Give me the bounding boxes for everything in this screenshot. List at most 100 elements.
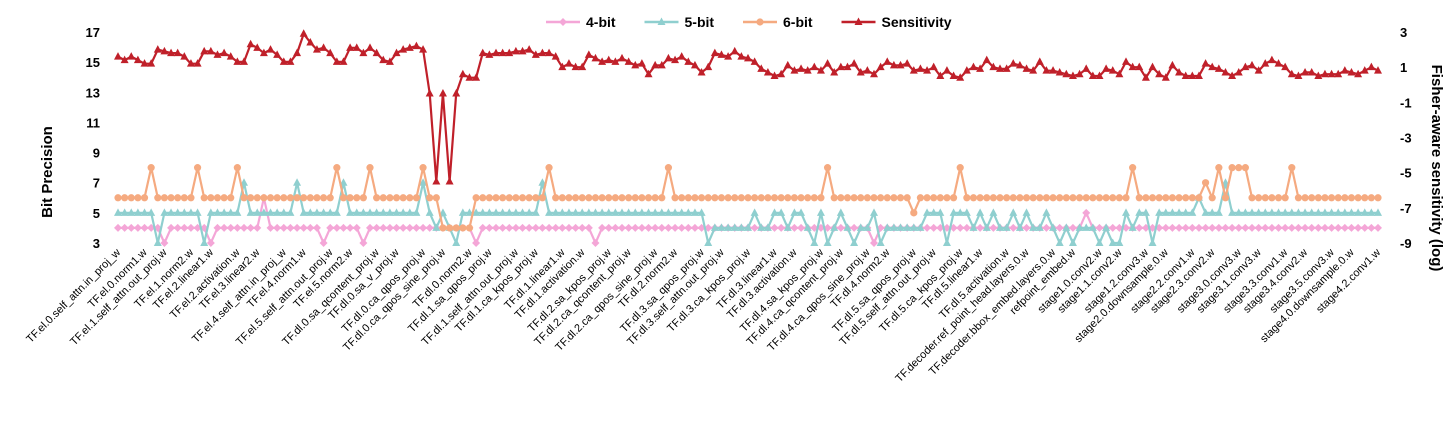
data-point [247, 194, 255, 202]
data-point [379, 55, 388, 64]
data-point [273, 50, 282, 58]
data-point [1188, 71, 1197, 79]
data-point [399, 223, 408, 232]
data-point [273, 208, 282, 216]
data-point [1115, 69, 1124, 78]
data-point [1274, 194, 1283, 202]
data-point [591, 239, 600, 247]
data-point [770, 194, 779, 202]
data-point [1155, 194, 1163, 202]
data-point [671, 223, 680, 232]
data-point [598, 194, 606, 202]
data-point [836, 208, 845, 216]
data-point [1062, 69, 1071, 78]
data-point [929, 62, 938, 71]
data-point [1188, 194, 1196, 202]
legend-swatch-marker [854, 17, 863, 25]
data-point [724, 52, 733, 60]
data-point [777, 223, 786, 232]
data-point [717, 50, 726, 58]
data-point [1334, 194, 1342, 202]
data-point [299, 223, 308, 232]
data-point [591, 53, 600, 62]
data-point [777, 69, 786, 78]
data-point [200, 194, 208, 202]
data-point [996, 223, 1004, 231]
data-point [850, 238, 859, 246]
series-sensitivity [114, 29, 1382, 185]
data-point [671, 194, 679, 202]
data-point [1022, 223, 1031, 232]
data-point [186, 59, 195, 67]
data-point [923, 194, 931, 202]
legend-label: 4-bit [586, 14, 616, 30]
data-point [498, 223, 507, 232]
data-point [339, 194, 348, 202]
data-point [1162, 194, 1170, 202]
data-point [1109, 194, 1117, 202]
data-point [982, 55, 991, 64]
legend-item-5-bit: 5-bit [644, 14, 715, 30]
data-point [591, 194, 600, 202]
data-point [406, 194, 414, 202]
data-point [638, 194, 646, 202]
data-point [598, 57, 607, 65]
data-point [479, 194, 487, 202]
data-point [1274, 208, 1283, 216]
data-point [485, 194, 493, 202]
data-point [346, 194, 354, 202]
data-point [1009, 223, 1018, 232]
data-point [1055, 238, 1064, 246]
data-point [691, 194, 699, 202]
data-point [684, 223, 693, 232]
data-point [512, 194, 520, 202]
legend-item-6-bit: 6-bit [743, 14, 813, 30]
data-point [611, 223, 620, 232]
data-point [1122, 208, 1130, 216]
data-point [1015, 223, 1024, 231]
data-point [724, 223, 733, 231]
data-point [180, 52, 189, 60]
legend-label: 5-bit [685, 14, 715, 30]
data-point [737, 52, 746, 60]
data-point [770, 71, 779, 79]
data-point [379, 194, 387, 202]
data-point [173, 223, 182, 232]
data-point [1029, 194, 1037, 202]
data-point [697, 194, 706, 202]
data-point [233, 208, 242, 216]
data-point [1374, 194, 1382, 202]
data-point [764, 194, 772, 202]
data-point [784, 194, 792, 202]
y-axis-title: Bit Precision [39, 126, 56, 218]
data-point [366, 208, 374, 216]
data-point [850, 194, 858, 202]
data-point [1367, 208, 1376, 216]
data-point [1049, 194, 1057, 202]
data-point [478, 223, 487, 232]
data-point [472, 208, 481, 216]
data-point [956, 164, 964, 172]
data-point [332, 223, 341, 232]
data-point [923, 208, 932, 216]
data-point [1374, 208, 1382, 216]
data-point [976, 223, 985, 232]
data-point [558, 208, 567, 216]
series-layer [114, 29, 1382, 247]
data-point [1235, 164, 1243, 172]
data-point [551, 208, 560, 216]
data-point [989, 223, 998, 232]
data-point [253, 43, 262, 51]
data-point [1354, 223, 1363, 232]
data-point [114, 194, 122, 202]
data-point [386, 194, 394, 202]
data-point [492, 48, 500, 57]
data-point [1182, 194, 1190, 202]
data-point [233, 223, 242, 232]
data-point [399, 194, 407, 202]
y-tick-label: 11 [86, 115, 100, 130]
data-point [240, 57, 248, 65]
data-point [571, 223, 580, 232]
data-point [598, 223, 607, 232]
data-point [797, 64, 806, 72]
